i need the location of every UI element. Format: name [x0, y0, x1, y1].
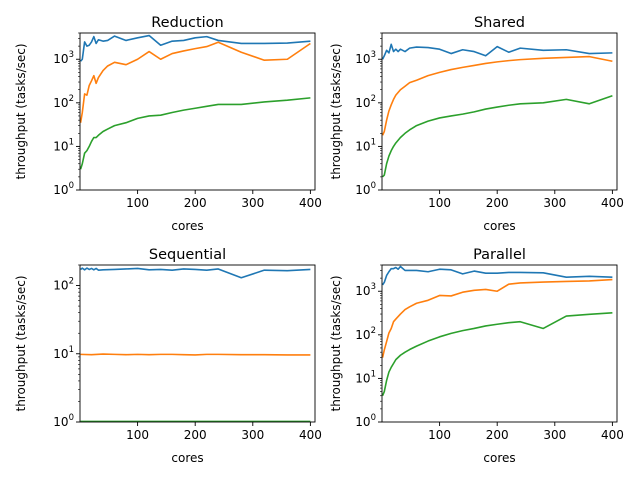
x-tick-label: 300: [543, 196, 566, 210]
x-tick-label: 100: [428, 196, 451, 210]
x-tick-label: 200: [184, 428, 207, 442]
subplot-reduction: Reduction 100 200 300 400 100 101 102 103 cores…: [14, 15, 322, 233]
axes-frame: [79, 32, 316, 191]
series-line-2: [80, 41, 311, 123]
x-tick-label: 300: [543, 428, 566, 442]
y-tick-label: 102: [355, 94, 376, 110]
y-axis-label: throughput (tasks/sec): [14, 275, 28, 411]
x-tick-label: 400: [601, 196, 624, 210]
axes-frame: [381, 32, 618, 191]
subplot-shared: Shared 100 200 300 400 100 101 102 103 cores th…: [329, 15, 624, 233]
x-tick-label: 200: [184, 196, 207, 210]
series-line-1: [382, 265, 613, 286]
x-tick-label: 100: [126, 428, 149, 442]
x-axis-label: cores: [171, 219, 203, 233]
y-tick-label: 103: [355, 50, 376, 66]
plot-area: 100 200 300 400 100 101 102 103: [355, 264, 624, 442]
chart-title: Sequential: [149, 247, 226, 263]
series-line-3: [382, 95, 613, 178]
y-tick-label: 100: [355, 181, 376, 197]
series-line-1: [80, 267, 311, 279]
y-tick-label: 101: [355, 369, 376, 385]
series-line-2: [382, 278, 613, 358]
axes-frame: [381, 264, 618, 423]
y-tick-label: 101: [53, 345, 74, 361]
series-line-1: [80, 34, 311, 62]
y-axis-label: throughput (tasks/sec): [329, 275, 343, 411]
y-tick-label: 103: [355, 282, 376, 298]
x-axis-label: cores: [171, 451, 203, 465]
x-tick-label: 400: [299, 428, 322, 442]
y-tick-label: 102: [355, 326, 376, 342]
plot-area: 100 200 300 400 100 101 102: [53, 264, 322, 442]
chart-title: Shared: [474, 15, 525, 31]
x-tick-label: 300: [241, 196, 264, 210]
series-line-3: [382, 312, 613, 397]
chart-title: Parallel: [473, 247, 526, 263]
y-tick-label: 100: [53, 181, 74, 197]
plot-area: 100 200 300 400 100 101 102 103: [53, 32, 322, 210]
y-tick-label: 102: [53, 277, 74, 293]
x-tick-label: 400: [601, 428, 624, 442]
y-tick-label: 103: [53, 50, 74, 66]
y-tick-label: 102: [53, 94, 74, 110]
y-tick-label: 100: [355, 413, 376, 429]
x-tick-label: 100: [126, 196, 149, 210]
series-line-2: [382, 55, 613, 136]
chart-title: Reduction: [151, 15, 224, 31]
series-line-3: [80, 97, 311, 170]
x-tick-label: 200: [486, 196, 509, 210]
x-tick-label: 200: [486, 428, 509, 442]
y-axis-label: throughput (tasks/sec): [14, 43, 28, 179]
x-axis-label: cores: [483, 219, 515, 233]
series-line-1: [382, 43, 613, 60]
y-tick-label: 100: [53, 413, 74, 429]
series-line-2: [80, 353, 311, 356]
y-axis-label: throughput (tasks/sec): [329, 43, 343, 179]
x-tick-label: 100: [428, 428, 451, 442]
x-tick-label: 300: [241, 428, 264, 442]
x-tick-label: 400: [299, 196, 322, 210]
subplot-sequential: Sequential 100 200 300 400 100 101 102 cores t…: [14, 247, 322, 465]
y-tick-label: 101: [53, 137, 74, 153]
plot-area: 100 200 300 400 100 101 102 103: [355, 32, 624, 210]
y-tick-label: 101: [355, 137, 376, 153]
axes-frame: [79, 264, 316, 423]
x-axis-label: cores: [483, 451, 515, 465]
